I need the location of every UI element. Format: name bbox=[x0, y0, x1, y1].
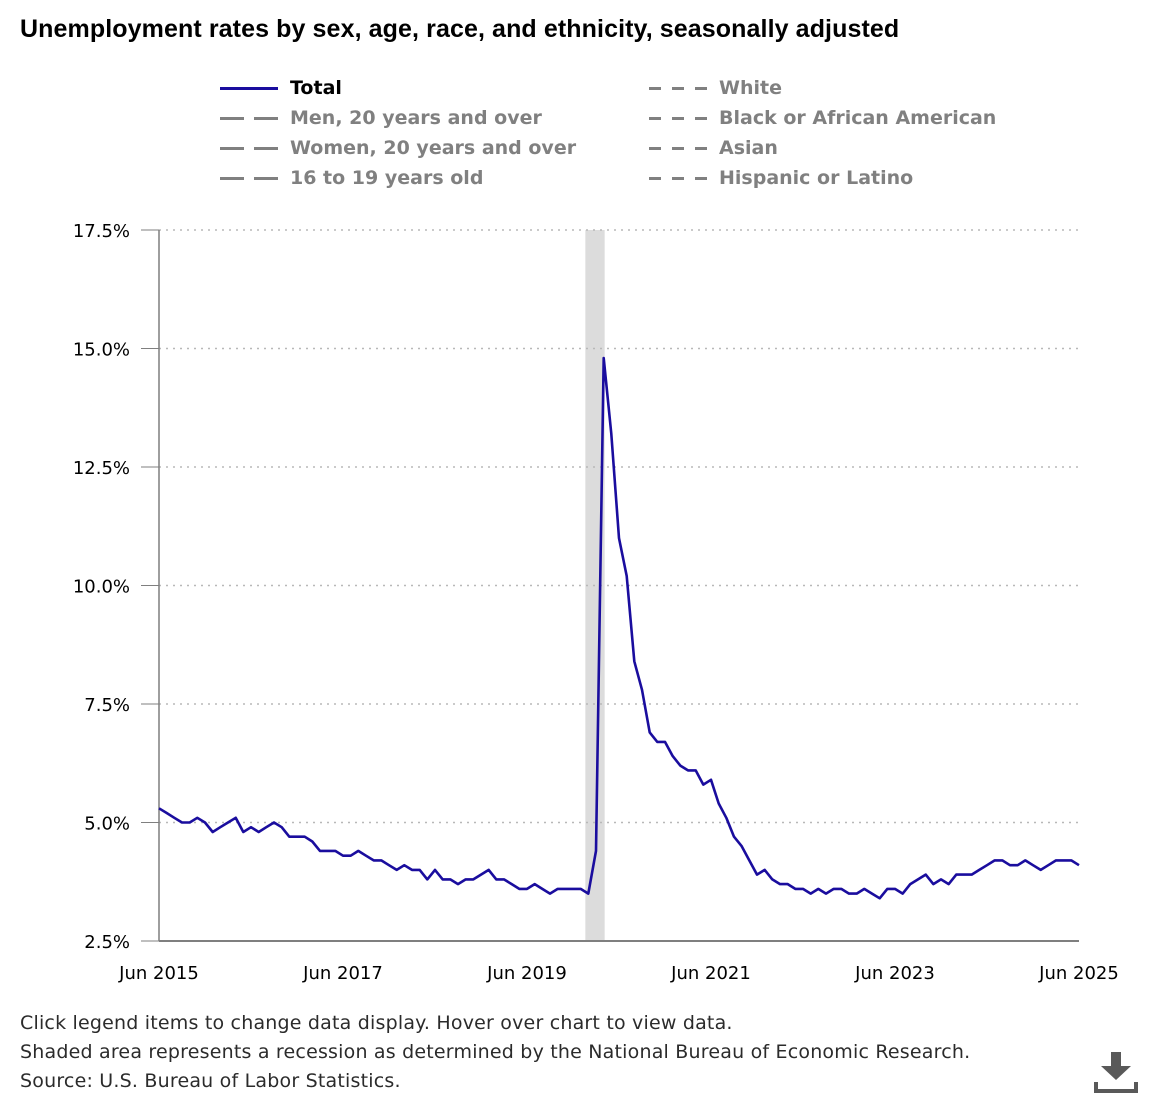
x-tick-label: Jun 2025 bbox=[1038, 963, 1119, 984]
y-tick-label: 5.0% bbox=[84, 814, 130, 835]
legend-swatch bbox=[649, 116, 707, 120]
legend-item-total[interactable]: Total bbox=[220, 74, 342, 102]
legend-item-white[interactable]: White bbox=[649, 74, 782, 102]
legend-item-men-20-years-and-over[interactable]: Men, 20 years and over bbox=[220, 104, 542, 132]
legend-label: 16 to 19 years old bbox=[290, 167, 484, 189]
line-chart[interactable]: 2.5% 5.0% 7.5% 10.0% 12.5% 15.0% 17.5% Jun 2015… bbox=[0, 0, 1160, 1000]
legend-swatch bbox=[220, 86, 278, 90]
legend-swatch bbox=[649, 176, 707, 180]
y-tick-label: 7.5% bbox=[84, 695, 130, 716]
legend-label: White bbox=[719, 77, 782, 99]
legend-swatch bbox=[649, 146, 707, 150]
legend-item-women-20-years-and-over[interactable]: Women, 20 years and over bbox=[220, 134, 576, 162]
legend-swatch bbox=[220, 116, 278, 120]
footer-instructions: Click legend items to change data displa… bbox=[20, 1012, 733, 1034]
y-tick-label: 12.5% bbox=[73, 458, 130, 479]
y-tick-label: 10.0% bbox=[73, 577, 130, 598]
legend-swatch bbox=[649, 86, 707, 90]
x-tick-label: Jun 2023 bbox=[854, 963, 935, 984]
x-tick-label: Jun 2021 bbox=[670, 963, 751, 984]
footer-source: Source: U.S. Bureau of Labor Statistics. bbox=[20, 1070, 401, 1092]
legend-label: Hispanic or Latino bbox=[719, 167, 914, 189]
legend-label: Black or African American bbox=[719, 107, 997, 129]
legend-item-16-to-19-years-old[interactable]: 16 to 19 years old bbox=[220, 164, 483, 192]
legend-swatch bbox=[220, 146, 278, 150]
chart-title: Unemployment rates by sex, age, race, an… bbox=[20, 15, 900, 43]
download-icon bbox=[1094, 1052, 1138, 1093]
legend-label: Asian bbox=[719, 137, 778, 159]
legend-swatch bbox=[220, 176, 278, 180]
y-tick-label: 2.5% bbox=[84, 932, 130, 953]
legend-label: Men, 20 years and over bbox=[290, 107, 542, 129]
x-tick-label: Jun 2015 bbox=[118, 963, 199, 984]
legend-item-asian[interactable]: Asian bbox=[649, 134, 778, 162]
series-line-total[interactable] bbox=[158, 356, 1080, 900]
legend-label: Women, 20 years and over bbox=[290, 137, 577, 159]
legend-label: Total bbox=[290, 77, 342, 99]
footer-recession-note: Shaded area represents a recession as de… bbox=[20, 1041, 971, 1063]
legend-item-hispanic-or-latino[interactable]: Hispanic or Latino bbox=[649, 164, 913, 192]
legend-item-black-or-african-american[interactable]: Black or African American bbox=[649, 104, 996, 132]
y-tick-label: 17.5% bbox=[73, 221, 130, 242]
x-tick-label: Jun 2017 bbox=[302, 963, 383, 984]
download-button[interactable] bbox=[1094, 1050, 1138, 1094]
x-tick-label: Jun 2019 bbox=[486, 963, 567, 984]
y-tick-label: 15.0% bbox=[73, 340, 130, 361]
